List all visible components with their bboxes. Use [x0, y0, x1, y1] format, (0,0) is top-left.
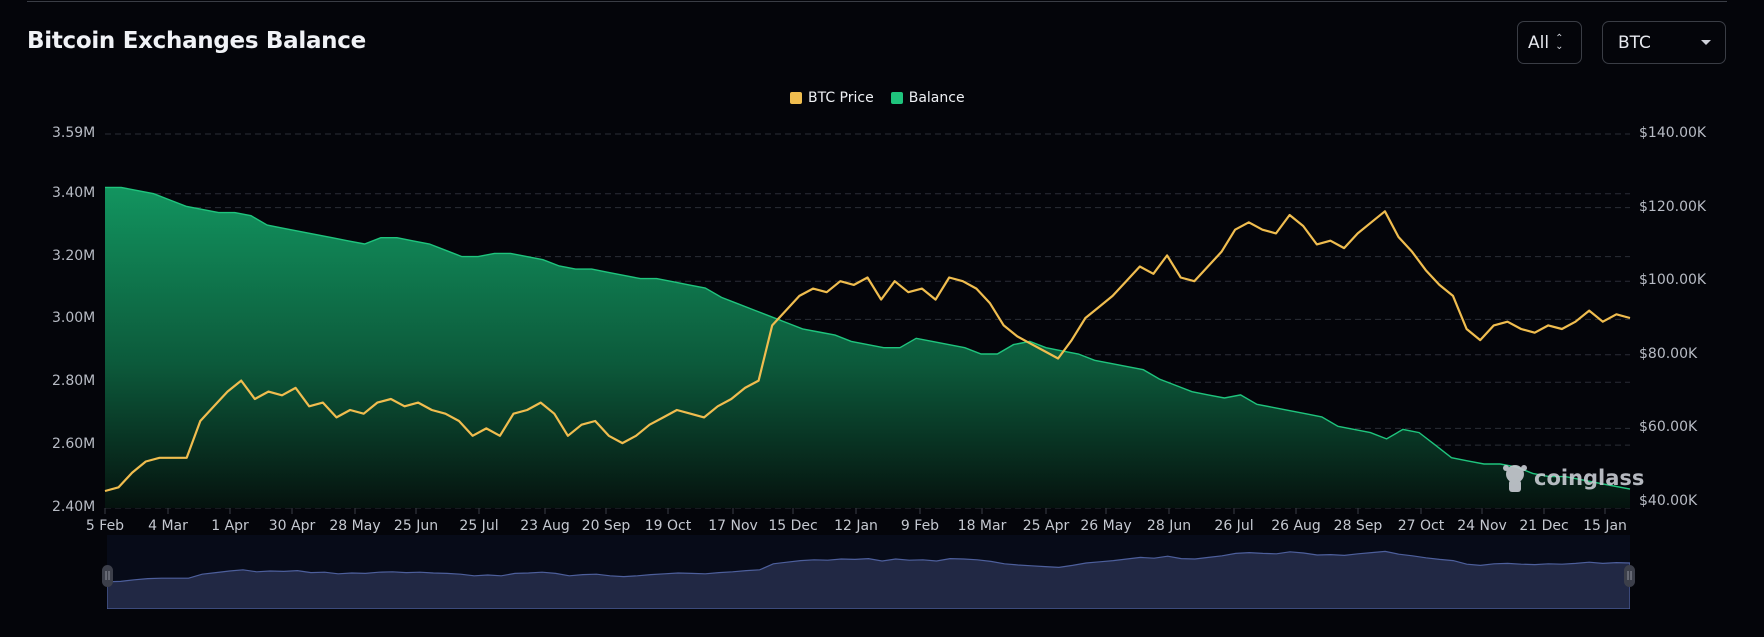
y-right-tick-label: $60.00K [1639, 419, 1698, 436]
x-tick-label: 9 Feb [900, 518, 940, 534]
coinglass-watermark: coinglass [1500, 462, 1644, 494]
x-tick-label: 25 Jun [393, 518, 439, 534]
navigator-price-area [107, 550, 1630, 609]
y-left-tick-label: 3.00M [52, 310, 96, 327]
page-title: Bitcoin Exchanges Balance [27, 28, 366, 54]
top-divider [27, 1, 1727, 2]
drag-handle-icon: || [1626, 571, 1633, 581]
y-left-tick-label: 3.59M [52, 125, 96, 141]
x-tick-label: 28 Jun [1146, 518, 1192, 534]
x-tick-label: 15 Dec [768, 518, 818, 534]
x-tick-label: 1 Apr [211, 518, 249, 534]
x-tick-label: 30 Apr [268, 518, 316, 534]
x-tick-label: 4 Mar [148, 518, 188, 534]
balance-area [105, 187, 1630, 508]
chart-legend: BTC Price Balance [790, 90, 982, 106]
balance-line [105, 186, 1631, 490]
balance-swatch-icon [890, 92, 903, 104]
x-tick-label: 19 Oct [644, 518, 692, 534]
navigator-left-handle[interactable]: || [102, 565, 113, 587]
x-tick-label: 20 Sep [581, 518, 631, 534]
y-right-tick-label: $140.00K [1639, 125, 1707, 141]
range-navigator[interactable] [107, 535, 1630, 609]
drag-handle-icon: || [104, 571, 111, 581]
y-left-tick-label: 2.60M [52, 436, 96, 453]
x-tick-label: 15 Jan [1583, 518, 1627, 534]
legend-item-balance[interactable]: Balance [890, 90, 965, 106]
legend-item-btc-price[interactable]: BTC Price [790, 90, 874, 106]
coinglass-logo-icon [1503, 465, 1527, 492]
time-range-select[interactable]: All ⌃ ⌄ [1517, 21, 1582, 64]
x-tick-label: 23 Aug [520, 518, 570, 534]
x-tick-label: 17 Nov [708, 518, 758, 534]
x-tick-label: 27 Oct [1397, 518, 1445, 534]
btc-price-swatch-icon [790, 92, 802, 104]
legend-label: Balance [908, 90, 965, 106]
time-range-value: All [1528, 32, 1550, 53]
x-tick-label: 26 Jul [1214, 518, 1254, 534]
coin-select[interactable]: BTC [1602, 21, 1726, 64]
y-right-tick-label: $100.00K [1639, 272, 1707, 289]
y-left-tick-label: 2.80M [52, 373, 96, 390]
navigator-right-handle[interactable]: || [1624, 565, 1635, 587]
x-tick-label: 28 Sep [1333, 518, 1383, 534]
legend-label: BTC Price [808, 90, 874, 106]
x-tick-label: 25 Jul [459, 518, 499, 534]
y-right-tick-label: $40.00K [1639, 493, 1698, 509]
x-tick-label: 26 Aug [1271, 518, 1321, 534]
x-tick-label: 24 Nov [1457, 518, 1507, 534]
coin-value: BTC [1618, 32, 1651, 53]
x-axis-ticks [104, 508, 1606, 514]
y-right-tick-label: $80.00K [1639, 345, 1698, 362]
y-left-tick-label: 3.20M [52, 247, 96, 264]
watermark-text: coinglass [1534, 466, 1645, 490]
x-tick-label: 5 Feb [85, 518, 125, 534]
x-tick-label: 25 Apr [1022, 518, 1070, 534]
x-tick-label: 26 May [1080, 518, 1132, 534]
x-tick-label: 28 May [329, 518, 381, 534]
y-left-tick-label: 2.40M [52, 499, 96, 515]
y-right-tick-label: $120.00K [1639, 198, 1707, 215]
x-tick-label: 12 Jan [834, 518, 878, 534]
btc-price-line [104, 210, 1631, 493]
y-left-tick-label: 3.40M [52, 184, 96, 201]
x-tick-label: 21 Dec [1519, 518, 1569, 534]
chevron-up-down-icon: ⌃ ⌄ [1555, 32, 1564, 52]
caret-down-icon [1701, 40, 1711, 45]
x-tick-label: 18 Mar [957, 518, 1007, 534]
